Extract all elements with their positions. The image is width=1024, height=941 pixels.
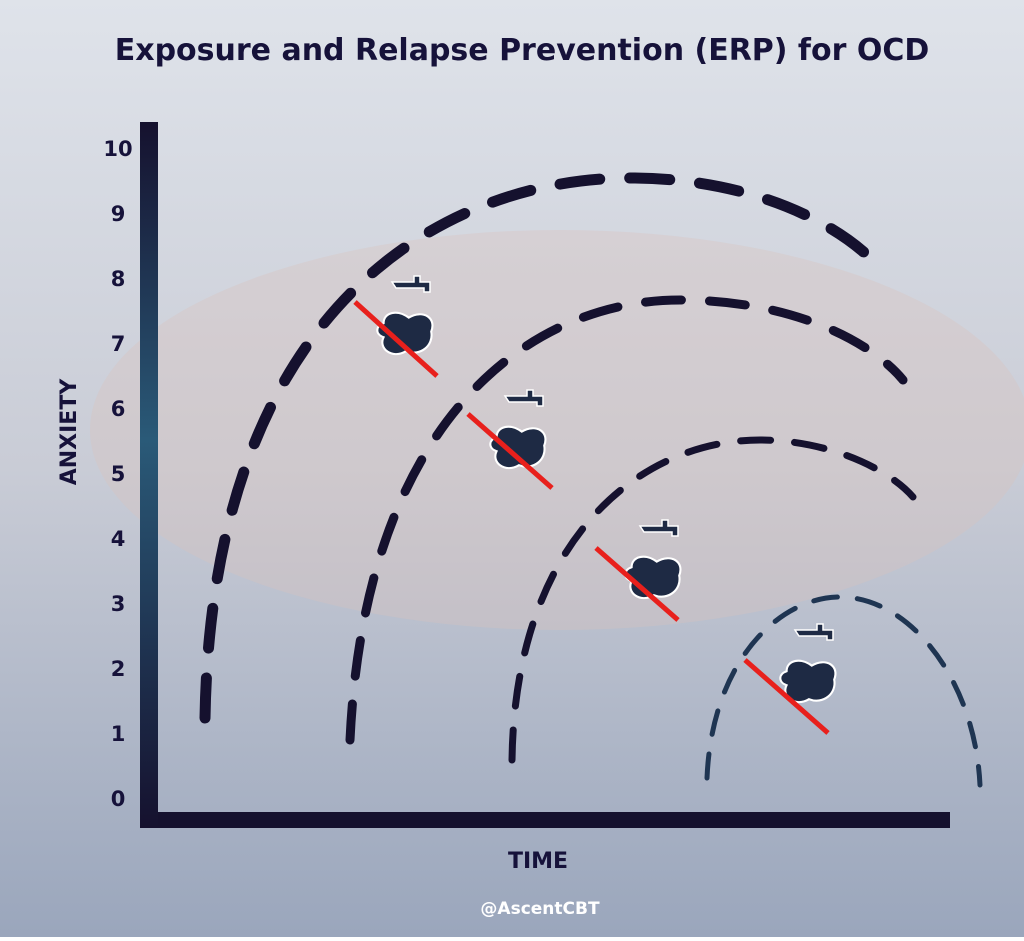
no-wash-line <box>466 412 554 490</box>
y-axis <box>140 122 158 828</box>
y-tick-label: 8 <box>111 267 126 291</box>
y-tick-label: 5 <box>111 462 126 486</box>
hands-photo <box>90 230 1024 630</box>
title: Exposure and Relapse Prevention (ERP) fo… <box>115 33 930 68</box>
curves <box>199 172 983 788</box>
credit: @AscentCBT <box>480 899 600 919</box>
washing-icons <box>353 275 837 735</box>
no-wash-line <box>594 546 680 622</box>
y-tick-label: 3 <box>111 592 126 616</box>
y-tick-label: 10 <box>103 137 132 161</box>
y-tick-label: 6 <box>111 397 126 421</box>
x-axis <box>158 812 950 828</box>
y-tick-label: 2 <box>111 657 126 681</box>
y-tick-label: 9 <box>111 202 126 226</box>
curve <box>345 295 908 745</box>
y-tick-label: 0 <box>111 787 126 811</box>
curve <box>199 172 889 724</box>
no-wash-line <box>743 658 830 735</box>
no-wash-line <box>353 300 439 378</box>
y-tick-label: 4 <box>111 527 126 551</box>
y-axis-label: ANXIETY <box>57 378 82 486</box>
y-tick-label: 7 <box>111 332 126 356</box>
y-ticks: 0 1 2 3 4 5 6 7 8 9 10 <box>103 137 132 811</box>
x-axis-label: TIME <box>508 849 568 874</box>
curve <box>704 594 983 788</box>
y-tick-label: 1 <box>111 722 126 746</box>
curve <box>508 436 917 764</box>
